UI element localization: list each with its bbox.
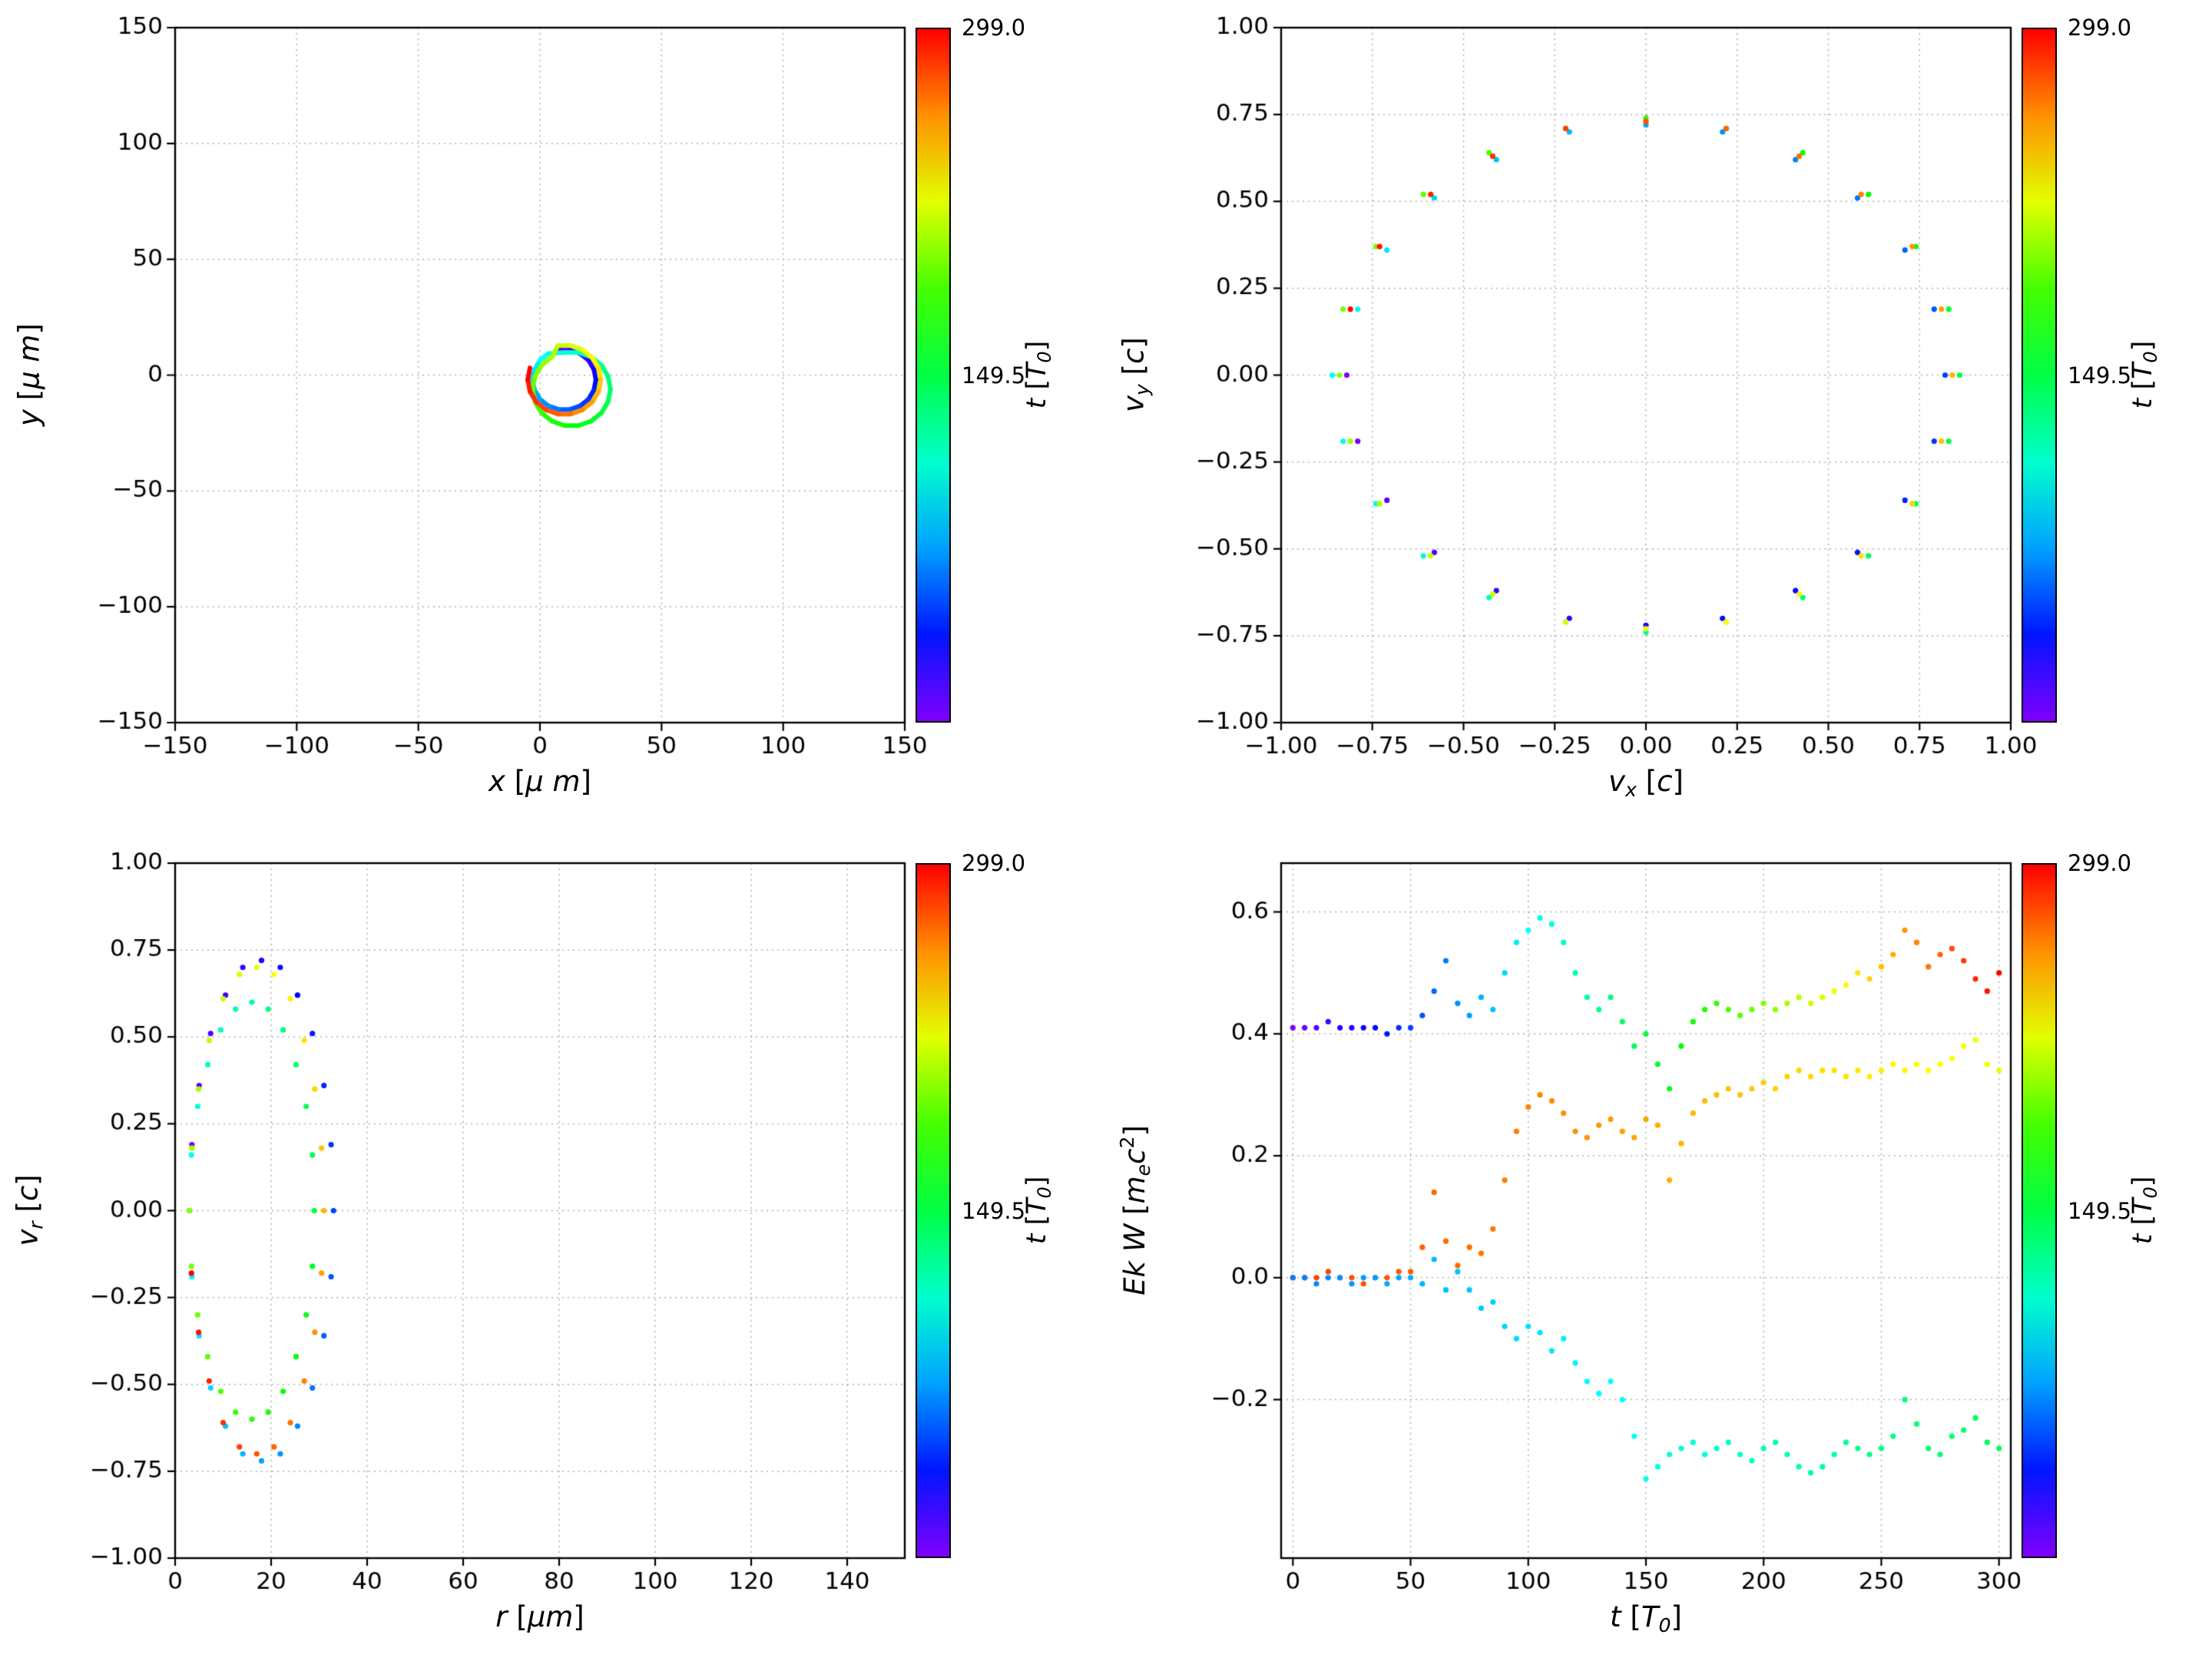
subplot-radial-phase: vr [c] r [μm] 299.0 149.5 t [T0]	[0, 836, 1106, 1671]
colorbar-axis-label: t [T0]	[2128, 1176, 2161, 1245]
colorbar-tick-mid: 149.5	[962, 1198, 1026, 1224]
colorbar-tick-max: 299.0	[962, 850, 1026, 876]
colorbar-axis-label: t [T0]	[1022, 340, 1055, 409]
subplot-energy-time: Ek W [mec2] t [T0] 299.0 149.5 t [T0]	[1106, 836, 2212, 1671]
subplot-velocity-space: vy [c] vx [c] 299.0 149.5 t [T0]	[1106, 0, 2212, 836]
colorbar-tick-max: 299.0	[2068, 15, 2132, 41]
colorbar-tick-mid: 149.5	[962, 362, 1026, 389]
colorbar-tick-max: 299.0	[2068, 850, 2132, 876]
y-axis-label: Ek W [mec2]	[1116, 1125, 1154, 1295]
colorbar	[2022, 863, 2057, 1558]
y-axis-label: vr [c]	[11, 1174, 48, 1246]
colorbar-tick-mid: 149.5	[2068, 1198, 2132, 1224]
x-axis-label: vx [c]	[1608, 765, 1684, 802]
x-axis-label: r [μm]	[495, 1600, 584, 1633]
x-axis-label: x [μ m]	[488, 765, 591, 798]
y-axis-label: y [μ m]	[12, 323, 46, 426]
colorbar	[916, 863, 951, 1558]
colorbar	[2022, 28, 2057, 723]
subplot-xy-trajectory: y [μ m] x [μ m] 299.0 149.5 t [T0]	[0, 0, 1106, 836]
colorbar-tick-mid: 149.5	[2068, 362, 2132, 389]
colorbar-axis-label: t [T0]	[1022, 1176, 1055, 1245]
y-axis-label: vy [c]	[1117, 337, 1154, 412]
colorbar-axis-label: t [T0]	[2128, 340, 2161, 409]
colorbar-tick-max: 299.0	[962, 15, 1026, 41]
colorbar	[916, 28, 951, 723]
x-axis-label: t [T0]	[1610, 1600, 1682, 1637]
